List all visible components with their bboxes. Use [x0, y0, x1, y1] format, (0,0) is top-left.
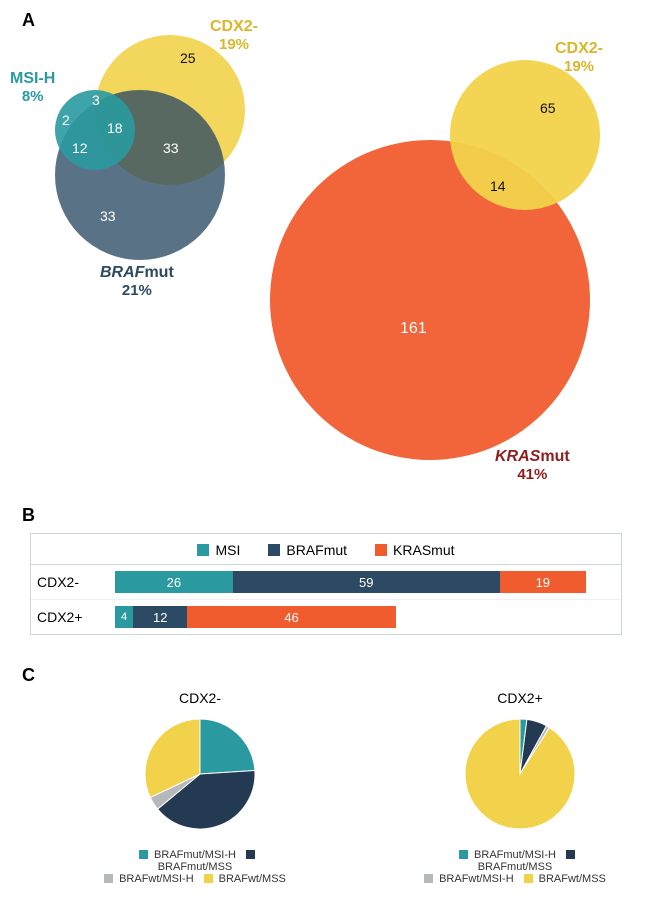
bar-segment: 59: [233, 571, 500, 593]
num-cdx2-only: 25: [180, 50, 196, 66]
legend-item: BRAFwt/MSS: [524, 873, 606, 885]
num-all: 18: [107, 120, 123, 136]
panel-b-box: MSIBRAFmutKRASmut CDX2-265919CDX2+41246: [30, 533, 622, 635]
label-kras: KRASmut 41%: [495, 448, 570, 485]
label-cdx2-right: CDX2- 19%: [555, 40, 603, 77]
num-cdx2r-only: 65: [540, 100, 556, 116]
label-cdx2r-name: CDX2-: [555, 40, 603, 57]
bar-row: CDX2-265919: [31, 565, 621, 599]
legend-item: BRAFmut: [268, 542, 347, 558]
label-kras-name: KRASmut: [495, 448, 570, 465]
pie-slice: [465, 719, 575, 829]
legend-item: KRASmut: [375, 542, 454, 558]
bar-row-label: CDX2+: [31, 609, 115, 625]
num-msi-braf: 12: [72, 140, 88, 156]
legend-item: BRAFmut/MSI-H: [139, 849, 236, 861]
label-cdx2-left: CDX2- 19%: [210, 18, 258, 55]
label-cdx2r-pct: 19%: [564, 58, 594, 75]
bar-segment: 12: [133, 606, 187, 628]
num-braf-only: 33: [100, 208, 116, 224]
legend-item: BRAFwt/MSI-H: [424, 873, 514, 885]
label-braf: BRAFmut 21%: [100, 264, 174, 301]
pie-title: CDX2+: [420, 690, 620, 706]
panel-c-box: CDX2- BRAFmut/MSI-HBRAFmut/MSSBRAFwt/MSI-…: [30, 690, 620, 885]
label-cdx2l-name: CDX2-: [210, 18, 258, 35]
bar-row: CDX2+41246: [31, 599, 621, 634]
label-msi-pct: 8%: [22, 88, 44, 105]
label-braf-name: BRAFmut: [100, 264, 174, 281]
label-msi-name: MSI-H: [10, 70, 55, 87]
figure-root: { "colors": { "teal": "#2a9aa0", "navy":…: [0, 0, 649, 903]
pie-wrap: CDX2+ BRAFmut/MSI-HBRAFmut/MSSBRAFwt/MSI-…: [420, 690, 620, 885]
label-kras-pct: 41%: [517, 466, 547, 483]
pie-legend: BRAFmut/MSI-HBRAFmut/MSSBRAFwt/MSI-HBRAF…: [420, 849, 620, 885]
bar-segment: 19: [500, 571, 586, 593]
bar-segment: 46: [187, 606, 395, 628]
panel-a-svg: [0, 0, 649, 500]
pie-chart: [460, 714, 580, 834]
bar-track: 41246: [115, 606, 613, 628]
legend-item: MSI: [197, 542, 240, 558]
bar-segment: 26: [115, 571, 233, 593]
pie-wrap: CDX2- BRAFmut/MSI-HBRAFmut/MSSBRAFwt/MSI-…: [100, 690, 300, 885]
label-cdx2l-pct: 19%: [219, 36, 249, 53]
num-overlap-r: 14: [490, 178, 506, 194]
label-msi: MSI-H 8%: [10, 70, 55, 107]
legend-item: BRAFwt/MSI-H: [104, 873, 194, 885]
panel-b-label: B: [22, 505, 35, 526]
pie-slice: [200, 719, 255, 774]
bar-row-label: CDX2-: [31, 574, 115, 590]
panel-b-legend: MSI BRAFmut KRASmut: [31, 534, 621, 565]
panel-c-label: C: [22, 665, 35, 686]
label-braf-pct: 21%: [122, 282, 152, 299]
pie-chart: [140, 714, 260, 834]
bar-track: 265919: [115, 571, 613, 593]
pie-legend: BRAFmut/MSI-HBRAFmut/MSSBRAFwt/MSI-HBRAF…: [100, 849, 300, 885]
bar-segment: 4: [115, 606, 133, 628]
num-msi-only: 2: [62, 112, 70, 128]
num-kras-only: 161: [400, 320, 427, 338]
pie-title: CDX2-: [100, 690, 300, 706]
legend-item: BRAFwt/MSS: [204, 873, 286, 885]
num-braf-cdx2: 33: [163, 140, 179, 156]
legend-item: BRAFmut/MSI-H: [459, 849, 556, 861]
num-msi-cdx2: 3: [92, 92, 100, 108]
